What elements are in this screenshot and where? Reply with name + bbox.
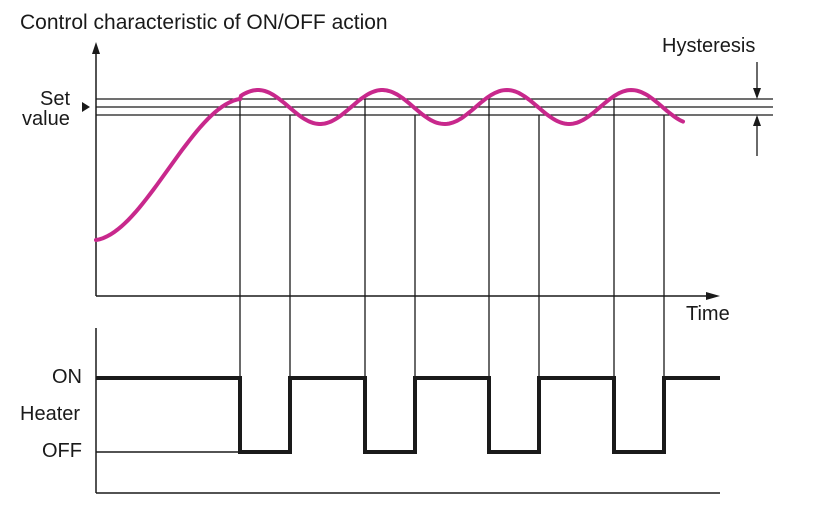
temperature-curve [94,87,685,242]
hysteresis-arrow-up-icon [753,115,761,126]
heater-on-label: ON [52,366,82,388]
set-value-label-line2: value [22,108,70,130]
heater-on-off-signal [96,376,720,454]
set-value-label-line1: Set [40,88,71,110]
x-axis-arrowhead [706,292,720,300]
diagram-title: Control characteristic of ON/OFF action [20,11,388,34]
y-axis-arrowhead [92,42,100,54]
set-value-marker-icon [82,102,90,112]
hysteresis-label: Hysteresis [662,35,756,57]
hysteresis-arrow-down-icon [753,88,761,99]
time-axis-label: Time [686,303,730,325]
heater-label: Heater [20,403,81,425]
heater-off-label: OFF [42,440,82,462]
